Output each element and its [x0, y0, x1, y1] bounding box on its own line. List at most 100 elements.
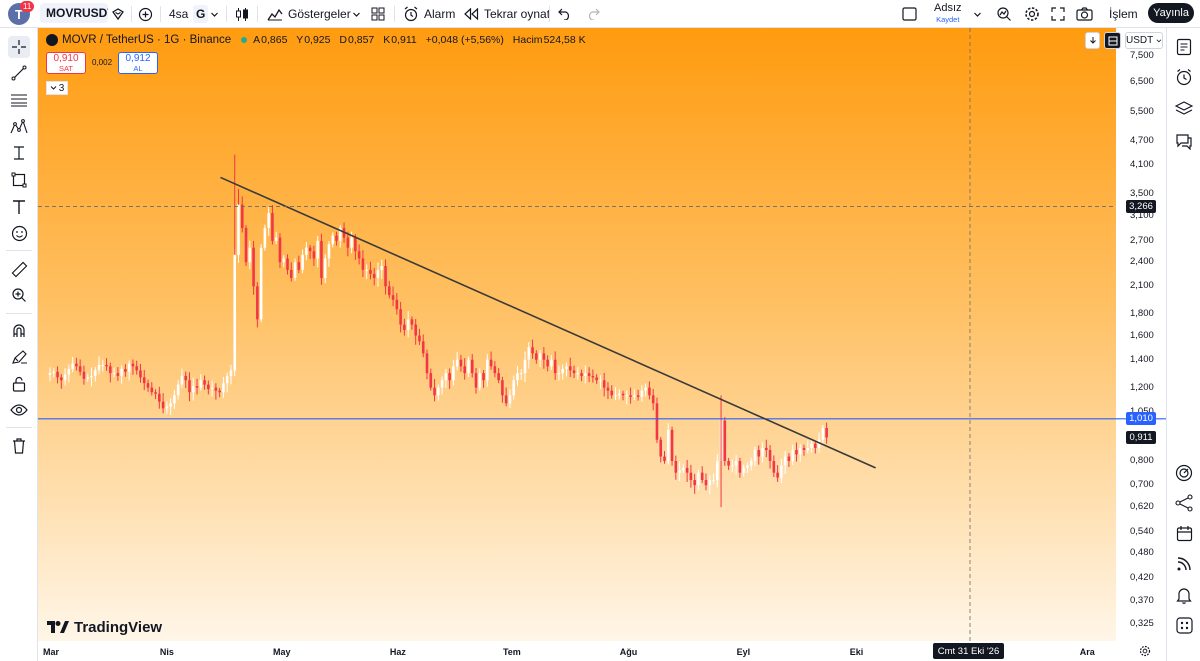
chevron-down-icon[interactable] — [210, 0, 219, 28]
pattern-nodes-icon[interactable] — [1173, 492, 1195, 514]
interval-daily-button[interactable]: G — [193, 5, 209, 23]
pattern-tool-icon[interactable] — [8, 116, 30, 138]
settings-gear-icon[interactable] — [1024, 0, 1040, 28]
crosshair-cursor-icon[interactable] — [8, 36, 30, 58]
candle-body — [459, 359, 463, 367]
shapes-tool-icon[interactable] — [8, 169, 30, 191]
snapshot-camera-icon[interactable] — [1076, 0, 1093, 28]
tradingview-logo[interactable]: TradingView — [47, 617, 162, 637]
object-tree-layers-icon[interactable] — [1173, 98, 1195, 120]
chart-legend[interactable]: MOVR / TetherUS · 1G · Binance A0,865 Y0… — [46, 33, 592, 47]
watchlist-panel-icon[interactable] — [1173, 36, 1195, 58]
chart-pane[interactable] — [38, 28, 1166, 641]
candle-body — [546, 359, 549, 367]
price-tick-label: 1,400 — [1130, 353, 1154, 365]
compare-symbol-icon[interactable] — [138, 0, 153, 28]
candle-body — [486, 359, 489, 381]
replay-button[interactable]: Tekrar oynat — [463, 0, 550, 28]
indicators-button[interactable]: Göstergeler — [267, 0, 351, 28]
layout-save-label: Kaydet — [936, 15, 960, 24]
price-tick-label: 6,500 — [1130, 75, 1154, 87]
candle-body — [305, 247, 308, 255]
symbol-search-button[interactable]: MOVRUSDT — [40, 3, 108, 23]
axis-settings-gear-icon[interactable] — [1139, 641, 1151, 661]
candle-body — [301, 254, 304, 270]
technicals-gauge-icon[interactable] — [1173, 462, 1195, 484]
text-tool-icon[interactable] — [8, 196, 30, 218]
candle-body — [557, 373, 561, 375]
redo-icon[interactable] — [586, 0, 600, 28]
currency-select[interactable]: USDT — [1125, 32, 1163, 49]
magnet-icon[interactable] — [8, 320, 30, 342]
candle-body — [75, 363, 78, 367]
candle-body — [463, 366, 466, 374]
candle-body — [629, 395, 632, 397]
candle-body — [357, 251, 361, 259]
keep-drawing-pencil-icon[interactable] — [8, 346, 30, 368]
low-value: 0,857 — [348, 34, 375, 46]
trade-button[interactable]: İşlem — [1109, 7, 1138, 21]
chevron-down-icon[interactable] — [973, 0, 982, 28]
trash-icon[interactable] — [8, 435, 30, 457]
scroll-to-latest-icon[interactable] — [1085, 32, 1100, 49]
indicators-toggle[interactable]: 3 — [46, 81, 68, 95]
chat-ideas-icon[interactable] — [1173, 130, 1195, 152]
quick-search-icon[interactable] — [996, 0, 1012, 28]
candle-body — [101, 364, 105, 366]
notifications-bell-icon[interactable] — [1173, 584, 1195, 606]
candle-body — [437, 387, 440, 396]
measure-ruler-icon[interactable] — [8, 258, 30, 280]
news-feed-icon[interactable] — [1173, 553, 1195, 575]
candle-body — [674, 460, 678, 473]
fullscreen-icon[interactable] — [1051, 0, 1065, 28]
candle-body — [327, 244, 331, 259]
candle-body — [293, 262, 297, 278]
candle-body — [633, 395, 636, 397]
icons-emoji-icon[interactable] — [8, 222, 30, 244]
alerts-clock-icon[interactable] — [1173, 66, 1195, 88]
help-grid-icon[interactable] — [1173, 614, 1195, 636]
auto-scale-icon[interactable] — [1104, 32, 1121, 49]
undo-icon[interactable] — [558, 0, 572, 28]
layout-select-icon[interactable] — [902, 0, 917, 28]
candle-body — [56, 371, 59, 378]
publish-button[interactable]: Yayınla — [1148, 3, 1194, 23]
close-key: K — [383, 34, 391, 46]
watchlist-icon[interactable] — [111, 0, 125, 28]
hide-drawings-eye-icon[interactable] — [8, 399, 30, 421]
chart-canvas[interactable] — [38, 28, 1166, 641]
candle-body — [753, 450, 757, 461]
interval-button[interactable]: 4sa — [169, 7, 189, 21]
indicators-label: Göstergeler — [288, 7, 351, 21]
layout-name-button[interactable]: Adsız Kaydet — [934, 0, 962, 28]
templates-grid-icon[interactable] — [371, 0, 385, 28]
candle-body — [131, 363, 135, 367]
calendar-icon[interactable] — [1173, 522, 1195, 544]
forecast-tool-icon[interactable] — [8, 142, 30, 164]
candle-body — [798, 447, 802, 455]
alarm-button[interactable]: Alarm — [403, 0, 455, 28]
chevron-down-icon[interactable] — [352, 0, 361, 28]
candle-body — [338, 227, 342, 241]
time-axis[interactable] — [38, 641, 1166, 661]
candle-body — [734, 460, 738, 466]
candle-body — [700, 472, 704, 481]
trend-line[interactable] — [220, 176, 876, 469]
price-axis-background[interactable] — [1116, 28, 1166, 641]
trend-line-icon[interactable] — [8, 62, 30, 84]
zoom-in-icon[interactable] — [8, 284, 30, 306]
price-tick-label: 0,420 — [1130, 571, 1154, 583]
sell-button[interactable]: 0,910 SAT — [46, 52, 86, 74]
fib-retracement-icon[interactable] — [8, 89, 30, 111]
lock-drawings-icon[interactable] — [8, 373, 30, 395]
candles-chart-type-icon[interactable] — [235, 0, 249, 28]
candle-body — [715, 460, 719, 481]
candle-body — [252, 247, 255, 287]
buy-button[interactable]: 0,912 AL — [118, 52, 158, 74]
candle-body — [165, 406, 169, 409]
legend-title[interactable]: MOVR / TetherUS · 1G · Binance — [62, 34, 232, 46]
candle-body — [693, 480, 696, 486]
alarm-label: Alarm — [424, 7, 456, 21]
candle-body — [142, 377, 146, 384]
candle-body — [429, 373, 433, 388]
